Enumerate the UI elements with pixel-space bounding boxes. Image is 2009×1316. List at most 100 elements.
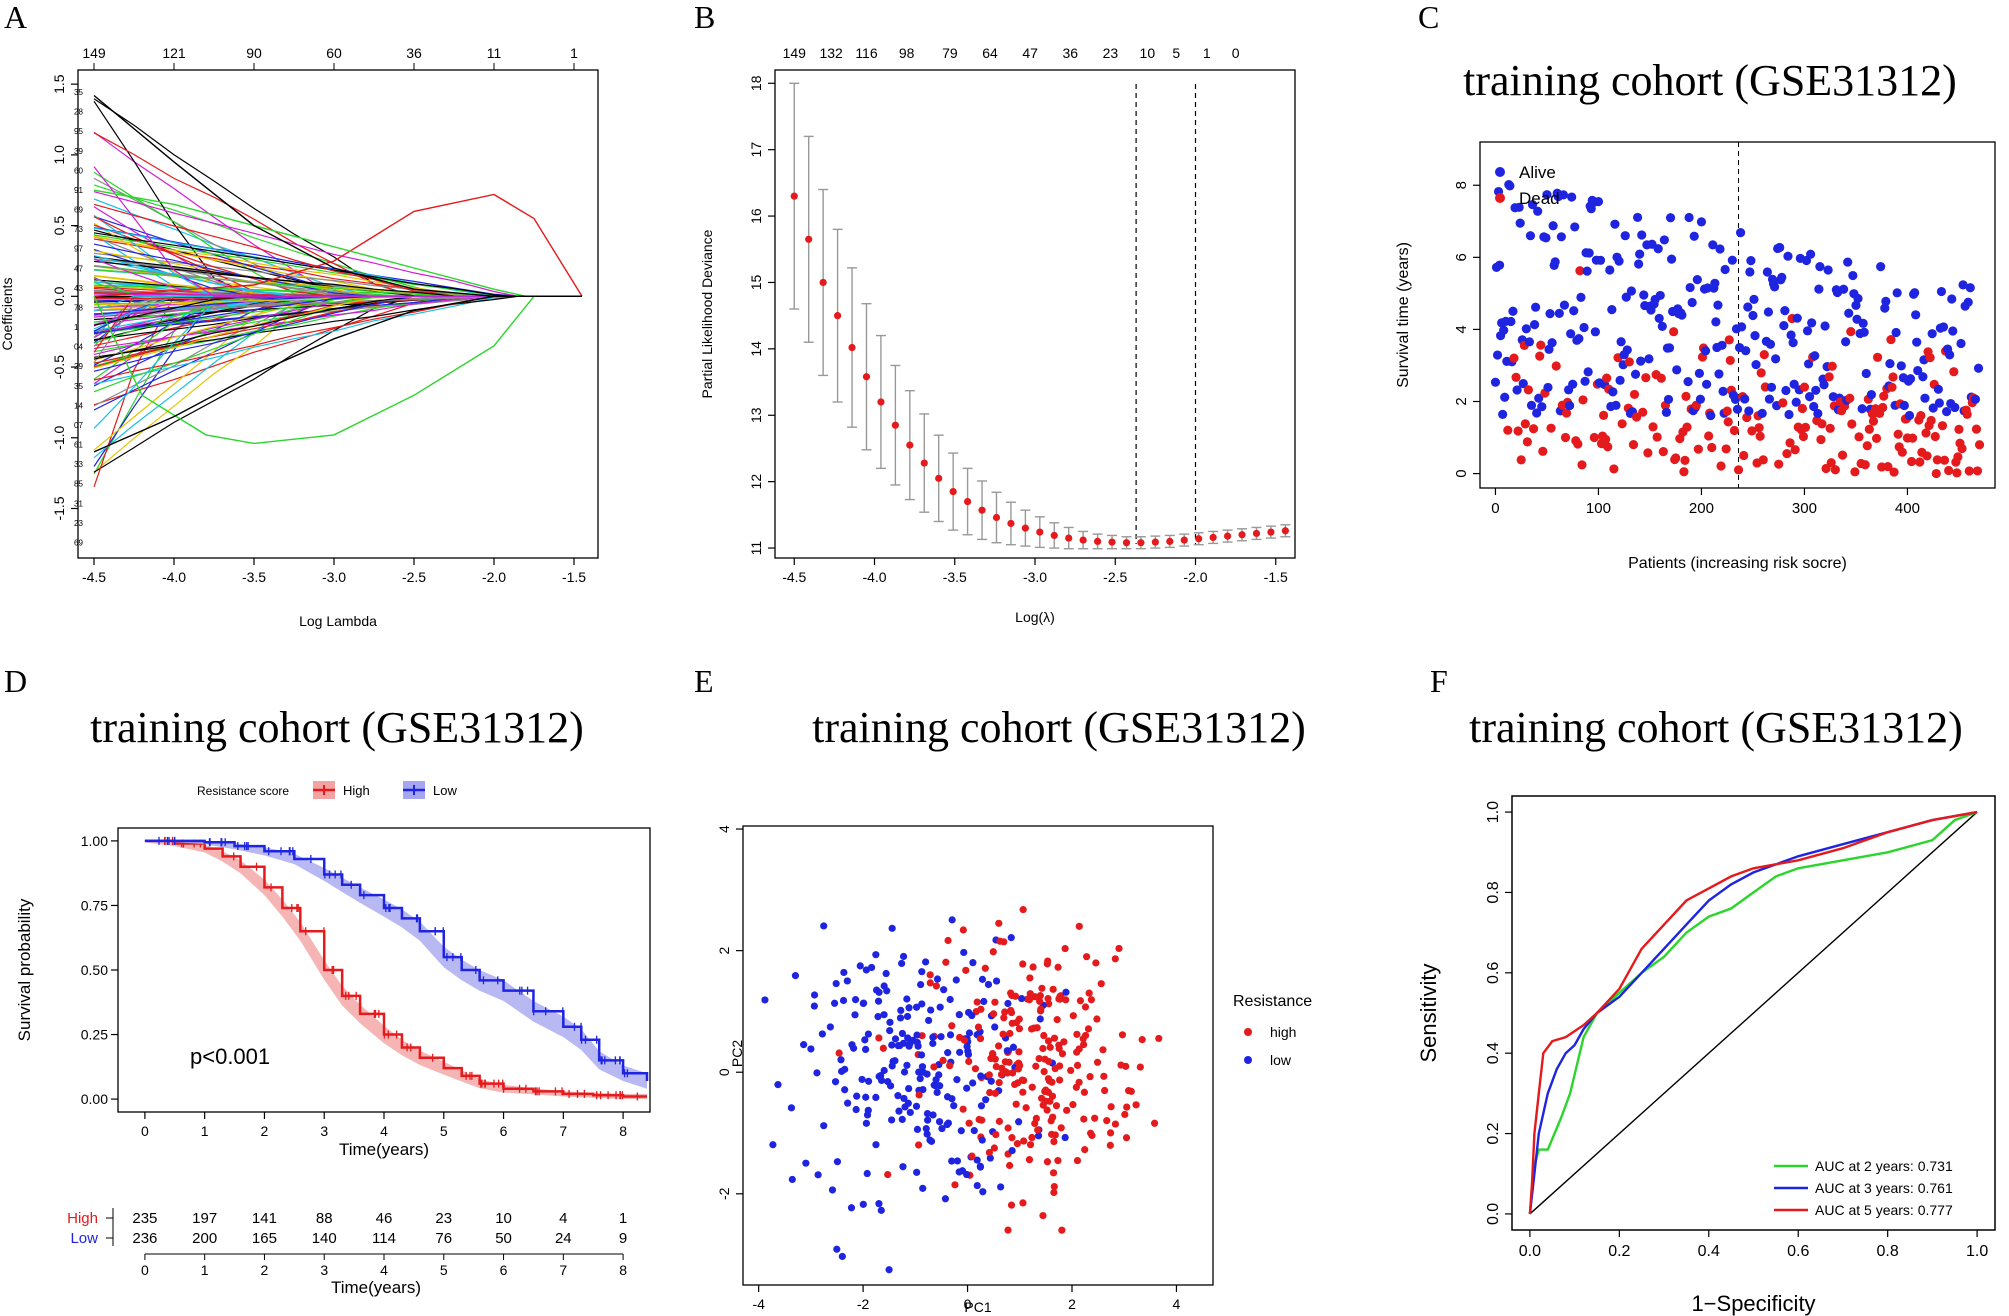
path-index-label: 61 (74, 441, 83, 450)
alive-point (1757, 408, 1767, 418)
high-point (965, 1057, 973, 1066)
high-point (968, 1152, 976, 1160)
y-tick-label: 0.5 (51, 216, 67, 236)
coefficient-path (93, 171, 582, 297)
dead-point (1782, 448, 1792, 459)
low-point (905, 1004, 913, 1012)
high-point (1041, 1055, 1049, 1063)
alive-point (1685, 282, 1695, 293)
dead-point (1599, 410, 1609, 420)
alive-point (1771, 354, 1781, 364)
alive-point (1610, 219, 1620, 229)
legend-dead-marker (1495, 193, 1505, 203)
alive-point (1710, 278, 1720, 288)
low-point (820, 1122, 828, 1130)
high-point (992, 1062, 1000, 1071)
deviance-point (1209, 533, 1217, 542)
x-axis-label: Log Lambda (299, 613, 377, 629)
alive-point (1744, 406, 1754, 416)
deviance-point (978, 506, 986, 514)
high-point (1087, 996, 1095, 1004)
legend-label: AUC at 5 years: 0.777 (1815, 1202, 1953, 1218)
low-point (888, 924, 896, 932)
x-tick-label: 5 (440, 1123, 448, 1139)
high-point (1006, 1029, 1014, 1038)
low-point (872, 1093, 880, 1101)
top-axis-label: 121 (162, 45, 186, 61)
high-point (1011, 992, 1020, 1000)
high-point (1044, 1037, 1053, 1045)
low-point (935, 1071, 943, 1079)
high-point (942, 958, 950, 966)
high-point (1049, 1113, 1057, 1121)
high-point (1084, 1025, 1093, 1033)
top-axis-label: 60 (326, 45, 342, 61)
deviance-point (1021, 524, 1029, 532)
panel-c-risk-scatter: 0 100 200 300 400 0 2 4 6 8 Patients (increasing r… (1395, 56, 1996, 572)
dead-point (1722, 406, 1732, 416)
high-point (991, 1089, 999, 1097)
path-index-label: 95 (74, 127, 83, 136)
alive-point (1567, 192, 1577, 202)
dead-point (1656, 373, 1666, 383)
alive-point (1498, 409, 1508, 419)
alive-point (1696, 217, 1707, 227)
deviance-point (1166, 537, 1174, 546)
low-point (929, 1111, 937, 1119)
top-axis-label: 23 (1103, 45, 1119, 61)
dead-point (1817, 419, 1827, 429)
low-point (847, 1204, 856, 1212)
y-tick-label: 18 (748, 75, 764, 91)
y-tick-label: 1.00 (81, 833, 108, 849)
deviance-point (949, 488, 957, 496)
dead-point (1798, 431, 1809, 442)
risk-table-value: 23 (435, 1210, 452, 1227)
alive-point (1714, 369, 1724, 379)
alive-point (1559, 300, 1570, 310)
low-point (839, 996, 848, 1005)
high-point (1043, 1106, 1051, 1114)
alive-point (1749, 294, 1759, 304)
low-point (898, 1029, 907, 1038)
low-point (904, 1099, 912, 1107)
top-axis-label: 36 (1063, 45, 1079, 61)
alive-point (1788, 338, 1798, 348)
alive-point (1777, 272, 1787, 282)
coefficient-path (93, 295, 582, 367)
alive-point (1876, 262, 1886, 272)
low-point (960, 948, 968, 957)
x-tick-label: 1 (201, 1123, 209, 1139)
high-point (994, 1042, 1003, 1050)
low-point (906, 1108, 914, 1117)
low-point (874, 1013, 882, 1021)
low-point (813, 1069, 821, 1077)
low-point (877, 1206, 885, 1214)
high-point (939, 1056, 947, 1064)
low-point (774, 1081, 782, 1089)
dead-point (1850, 467, 1860, 477)
low-point (950, 1102, 958, 1110)
alive-point (1692, 275, 1702, 285)
legend-high-label: high (1270, 1024, 1296, 1040)
high-point (1015, 1059, 1023, 1067)
alive-point (1576, 292, 1586, 302)
high-point (1044, 957, 1052, 965)
alive-point (1547, 338, 1557, 348)
dead-point (1868, 416, 1879, 426)
low-point (862, 1045, 870, 1053)
high-point (1150, 1119, 1159, 1127)
alive-point (1715, 244, 1725, 254)
high-point (1106, 1129, 1115, 1137)
coefficient-path-highlight (93, 295, 582, 445)
low-point (976, 1162, 984, 1170)
low-point (913, 1031, 921, 1039)
low-point (859, 1200, 867, 1208)
low-point (969, 959, 977, 967)
risk-table-value: 50 (495, 1230, 512, 1247)
dead-point (1916, 410, 1926, 421)
low-point (875, 1200, 883, 1208)
alive-point (1622, 345, 1632, 355)
alive-point (1626, 286, 1637, 296)
x-tick-label: -4.0 (162, 569, 186, 585)
panel-e-pca: -4 -2 0 2 4 -2 0 2 4 PC1 PC2 training cohort (GSE31… (716, 703, 1312, 1315)
